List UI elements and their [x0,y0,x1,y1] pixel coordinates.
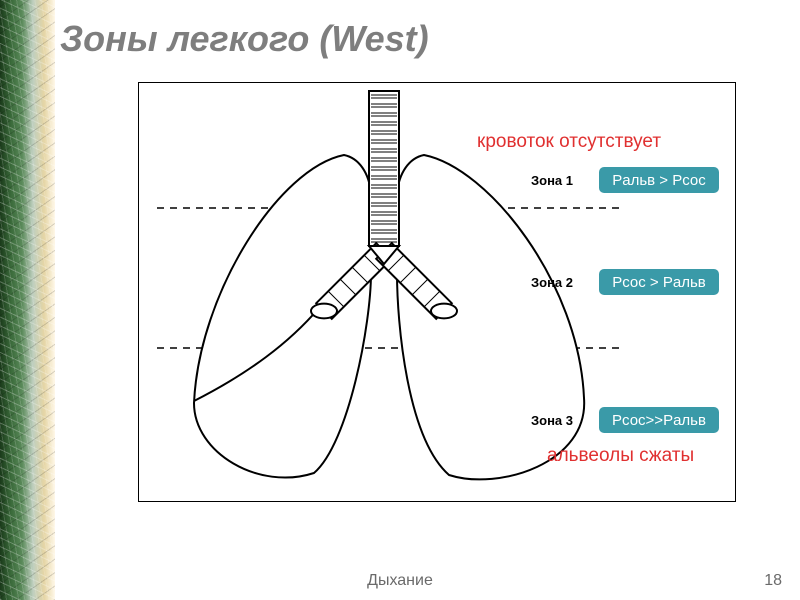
note-bottom: альвеолы сжаты [547,445,694,467]
page-title: Зоны легкого (West) [60,18,429,60]
zone-2-badge: Pсос > Pальв [599,269,719,295]
zone-2-label: Зона 2 [531,275,573,290]
zone-1-badge: Pальв > Pсос [599,167,719,193]
lung-diagram: кровоток отсутствует Зона 1 Pальв > Pсос… [138,82,736,502]
note-top: кровоток отсутствует [477,131,661,153]
zone-3-label: Зона 3 [531,413,573,428]
zone-3-badge: Pсос>>Pальв [599,407,719,433]
footer-text: Дыхание [0,572,800,590]
page-number: 18 [764,572,782,590]
decorative-left-strip [0,0,55,600]
slide: Зоны легкого (West) кровоток отсутствует… [0,0,800,600]
zone-1-label: Зона 1 [531,173,573,188]
